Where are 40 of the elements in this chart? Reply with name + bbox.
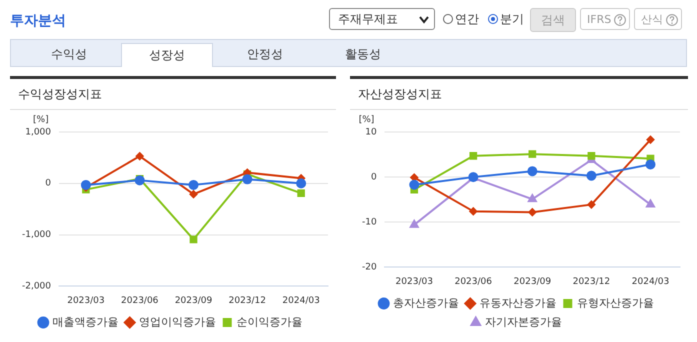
text: 안정성 bbox=[246, 46, 284, 63]
y-tick-label: -1,000 bbox=[22, 230, 52, 240]
x-tick-label: 2023/03 bbox=[67, 296, 105, 306]
x-tick-label: 2023/12 bbox=[572, 276, 610, 287]
y-tick-label: -20 bbox=[362, 262, 377, 273]
x-tick-label: 2023/09 bbox=[514, 276, 552, 287]
text: IFRS bbox=[580, 8, 630, 30]
text: 투자분석 bbox=[10, 12, 66, 30]
y-tick-label: -10 bbox=[362, 217, 377, 228]
chart-title: 수익성장성지표 bbox=[10, 79, 336, 110]
text: 검색 bbox=[530, 8, 576, 32]
x-tick-label: 2024/03 bbox=[282, 296, 320, 306]
x-tick-label: 2023/09 bbox=[174, 296, 212, 306]
chart-title: 자산성장성지표 bbox=[350, 79, 688, 110]
y-axis-title: [%] bbox=[358, 114, 374, 125]
y-tick-label: 10 bbox=[365, 127, 377, 138]
legend-label: 유형자산증가율 bbox=[576, 296, 654, 310]
y-tick-label: 0 bbox=[370, 172, 377, 182]
text: 연간 bbox=[455, 11, 479, 28]
x-tick-label: 2023/03 bbox=[396, 276, 433, 287]
y-tick-label: 1,000 bbox=[25, 127, 52, 138]
legend-label: 매출액증가율 bbox=[52, 315, 118, 328]
text: 주재무제표 bbox=[329, 8, 435, 30]
legend-label: 총자산증가율 bbox=[392, 296, 459, 310]
legend-label: 유동자산증가율 bbox=[479, 296, 556, 310]
x-tick-label: 2023/06 bbox=[454, 276, 492, 287]
text: 활동성 bbox=[344, 46, 382, 63]
y-axis-title: [%] bbox=[33, 114, 49, 125]
y-tick-label: -2,000 bbox=[22, 282, 52, 292]
x-tick-label: 2023/06 bbox=[121, 296, 159, 306]
x-tick-label: 2023/12 bbox=[228, 296, 266, 306]
text: 산식 bbox=[634, 8, 682, 30]
legend-label: 자기자본증가율 bbox=[484, 315, 562, 328]
y-tick-label: 0 bbox=[45, 178, 52, 189]
text: 수익성 bbox=[50, 46, 88, 63]
legend-label: 순이익증가율 bbox=[236, 315, 302, 328]
x-tick-label: 2024/03 bbox=[632, 276, 670, 287]
legend-label: 영업이익증가율 bbox=[138, 315, 216, 328]
text: 분기 bbox=[500, 11, 524, 28]
text: 성장성 bbox=[121, 43, 213, 67]
